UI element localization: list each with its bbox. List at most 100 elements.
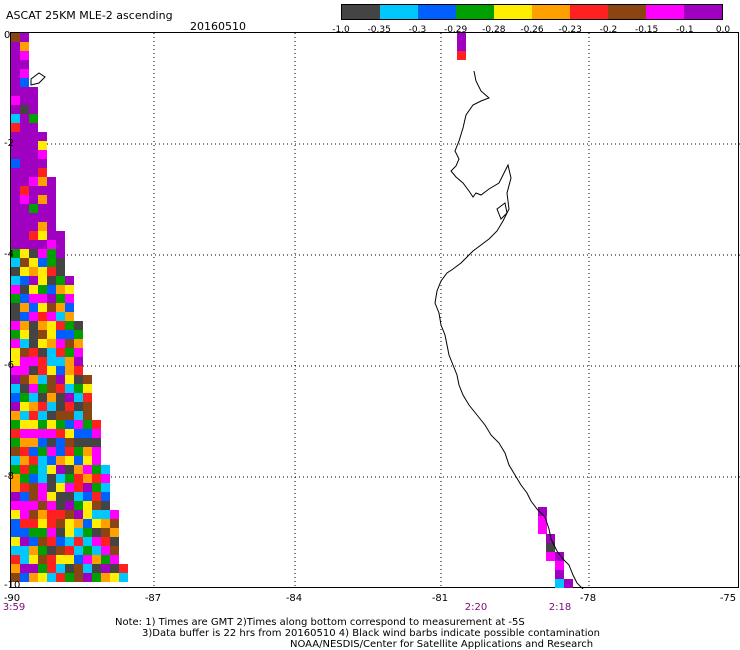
wind-cell [83,375,92,384]
wind-cell [65,438,74,447]
scale-label: -0.35 [367,25,391,35]
wind-cell [11,528,20,537]
wind-cell [47,240,56,249]
wind-cell [29,573,38,582]
wind-cell [38,501,47,510]
wind-cell [20,402,29,411]
wind-cell [56,375,65,384]
wind-cell [56,321,65,330]
wind-cell [20,33,29,42]
wind-cell [11,474,20,483]
wind-cell [65,465,74,474]
wind-cell [38,204,47,213]
wind-cell [11,33,20,42]
wind-cell [92,420,101,429]
wind-cell [29,411,38,420]
wind-cell [20,78,29,87]
wind-cell [83,573,92,582]
wind-cell [11,483,20,492]
wind-cell [11,510,20,519]
wind-cell [29,213,38,222]
wind-cell [11,96,20,105]
wind-cell [65,330,74,339]
wind-cell [47,492,56,501]
wind-cell [119,573,128,582]
wind-cell [29,456,38,465]
wind-cell [29,474,38,483]
wind-cell [74,492,83,501]
wind-cell [38,465,47,474]
wind-cell [29,447,38,456]
wind-cell [83,537,92,546]
wind-cell [29,258,38,267]
wind-cell [20,546,29,555]
wind-cell [20,384,29,393]
wind-cell [29,222,38,231]
wind-cell [29,294,38,303]
wind-cell [47,411,56,420]
wind-cell [11,465,20,474]
wind-cell [74,474,83,483]
wind-cell [74,519,83,528]
wind-cell [47,177,56,186]
wind-cell [38,141,47,150]
y-tick-4: -4 [4,249,14,260]
wind-cell [11,564,20,573]
y-tick-10: -10 [4,580,21,591]
wind-cell [47,285,56,294]
wind-cell [38,177,47,186]
scale-swatch [608,5,646,19]
wind-cell [20,447,29,456]
wind-cell [56,240,65,249]
wind-cell [47,231,56,240]
wind-cell [74,573,83,582]
wind-cell [38,348,47,357]
wind-cell [74,555,83,564]
wind-cell [29,249,38,258]
wind-cell [56,294,65,303]
wind-cell [101,537,110,546]
wind-cell [20,537,29,546]
wind-cell [83,429,92,438]
coastline [434,70,584,589]
island-outline-west [30,72,46,86]
wind-cell [38,573,47,582]
wind-cell [92,564,101,573]
wind-cell [20,393,29,402]
wind-cell [29,366,38,375]
wind-cell [92,510,101,519]
wind-cell [38,429,47,438]
wind-cell [65,483,74,492]
wind-cell [29,195,38,204]
wind-cell [29,87,38,96]
wind-cell [83,519,92,528]
wind-cell [74,411,83,420]
wind-cell [555,579,564,588]
wind-cell [29,393,38,402]
wind-cell [65,492,74,501]
wind-cell [38,312,47,321]
wind-cell [457,51,466,60]
wind-cell [29,528,38,537]
wind-cell [38,411,47,420]
wind-cell [538,516,547,525]
wind-cell [38,384,47,393]
wind-cell [56,546,65,555]
wind-cell [92,573,101,582]
wind-cell [56,447,65,456]
wind-cell [92,528,101,537]
wind-cell [56,231,65,240]
wind-cell [56,483,65,492]
scale-label: -0.26 [520,25,544,35]
scale-label: -0.2 [599,25,618,35]
pass-time-east-1: 2:20 [464,602,488,613]
wind-cell [65,294,74,303]
wind-cell [38,537,47,546]
wind-cell [20,276,29,285]
wind-cell [11,339,20,348]
wind-cell [11,312,20,321]
wind-cell [47,420,56,429]
wind-cell [29,105,38,114]
wind-cell [92,492,101,501]
wind-cell [74,321,83,330]
